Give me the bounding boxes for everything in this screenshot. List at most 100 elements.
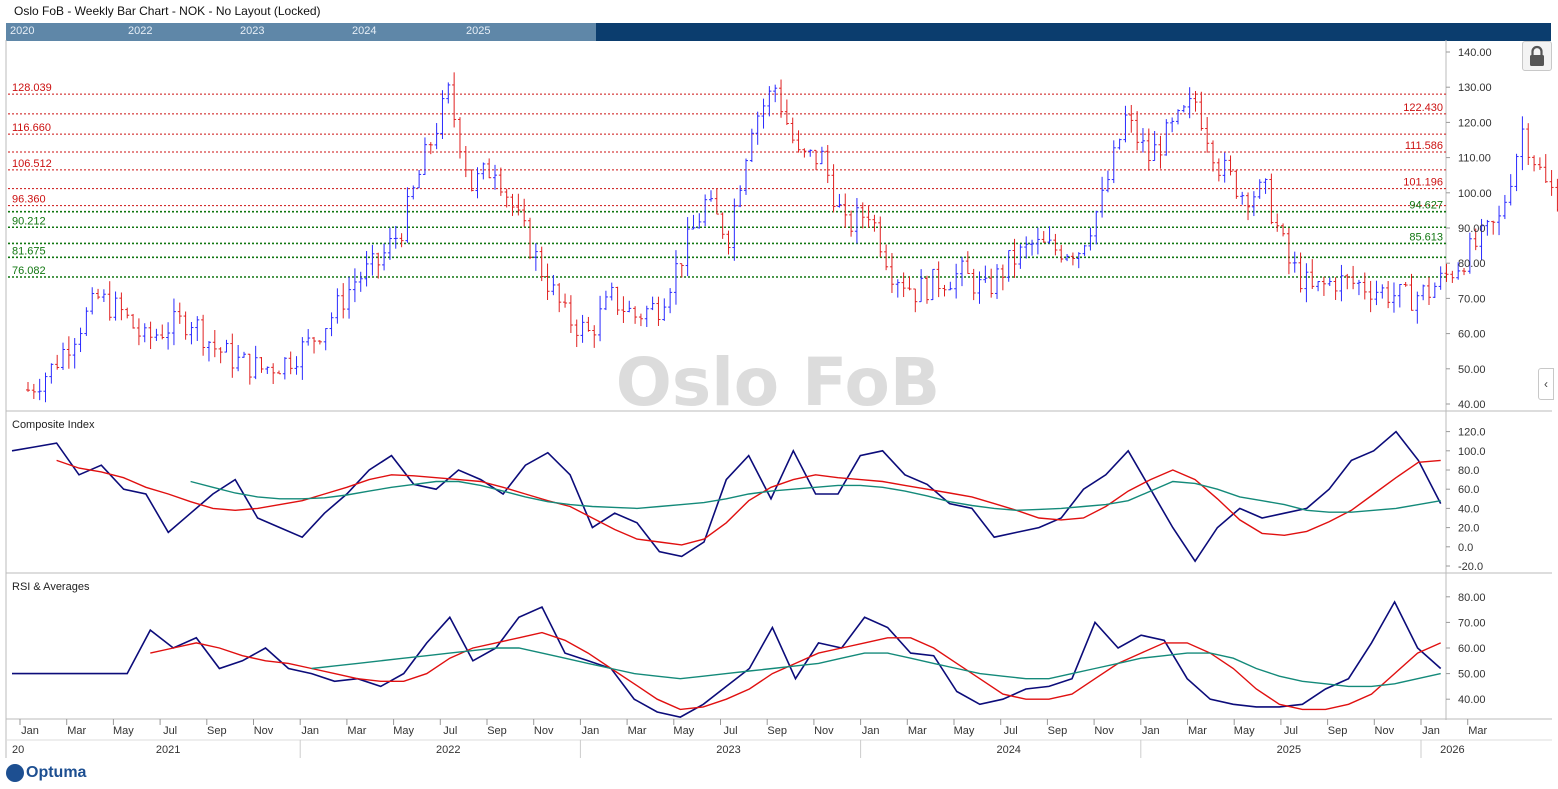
- x-year-label: 2025: [1277, 744, 1301, 756]
- y-tick-label: 50.00: [1458, 364, 1486, 376]
- navigator-selection[interactable]: [6, 23, 596, 41]
- x-month-label: Mar: [1468, 725, 1487, 737]
- level-label: 85.613: [1409, 231, 1443, 243]
- panel-title: Composite Index: [12, 419, 95, 431]
- y-tick-label: 120.0: [1458, 427, 1486, 439]
- x-year-label: 2021: [156, 744, 180, 756]
- x-year-label: 2023: [716, 744, 740, 756]
- x-year-label: 2022: [436, 744, 460, 756]
- y-tick-label: 60.0: [1458, 484, 1479, 496]
- x-month-label: Jul: [1004, 725, 1018, 737]
- x-month-label: Jul: [163, 725, 177, 737]
- optuma-logo-text: Optuma: [26, 764, 87, 781]
- panel-frames: [5, 40, 1552, 758]
- chevron-left-icon: ‹: [1544, 377, 1548, 391]
- x-month-label: Nov: [534, 725, 554, 737]
- series-line-average-fast: [56, 459, 1441, 546]
- watermark-text: Oslo FoB: [616, 344, 940, 421]
- series-line-average-fast: [150, 631, 1441, 711]
- collapse-panel-button[interactable]: ‹: [1538, 368, 1554, 400]
- x-month-label: Jan: [1142, 725, 1160, 737]
- level-label: 111.586: [1405, 140, 1443, 152]
- y-tick-label: 110.00: [1458, 153, 1491, 165]
- y-tick-label: 70.00: [1458, 293, 1486, 305]
- x-month-label: Sep: [487, 725, 507, 737]
- x-month-label: Jan: [1422, 725, 1440, 737]
- x-year-label: 2026: [1440, 744, 1464, 756]
- x-month-label: Mar: [347, 725, 366, 737]
- x-month-label: Mar: [628, 725, 647, 737]
- y-tick-label: 40.0: [1458, 503, 1479, 515]
- x-month-label: Mar: [67, 725, 86, 737]
- x-month-label: Jan: [862, 725, 880, 737]
- lock-icon: [1530, 45, 1544, 66]
- x-month-label: May: [954, 725, 975, 737]
- y-tick-label: 90.00: [1458, 223, 1486, 235]
- navigator-year-label: 2025: [466, 25, 491, 37]
- x-month-label: Jan: [582, 725, 600, 737]
- axes: 140.00130.00120.00110.00100.0090.0080.00…: [6, 47, 1552, 758]
- date-navigator[interactable]: 2020 2022 2023 2024 2025: [6, 23, 1551, 41]
- y-tick-label: 0.0: [1458, 542, 1473, 554]
- x-month-label: Sep: [767, 725, 787, 737]
- watermark: Oslo FoB: [616, 344, 940, 421]
- lock-button[interactable]: [1522, 41, 1552, 71]
- level-label: 96.360: [12, 194, 46, 206]
- navigator-year-label: 2024: [352, 25, 377, 37]
- y-tick-label: 50.00: [1458, 669, 1486, 681]
- level-label: 90.212: [12, 215, 46, 227]
- y-tick-label: 60.00: [1458, 643, 1486, 655]
- navigator-year-label: 2023: [240, 25, 265, 37]
- y-tick-label: 130.00: [1458, 82, 1492, 94]
- x-month-label: Nov: [254, 725, 274, 737]
- level-label: 94.627: [1409, 200, 1443, 212]
- level-label: 76.082: [12, 265, 46, 277]
- price-bars: [26, 72, 1558, 403]
- series-line-value: [11, 430, 1442, 563]
- y-tick-label: 40.00: [1458, 694, 1486, 706]
- x-month-label: Jul: [1284, 725, 1298, 737]
- x-month-label: Nov: [1375, 725, 1395, 737]
- y-tick-label: 70.00: [1458, 617, 1486, 629]
- chart-canvas[interactable]: Oslo FoB 128.039 122.430 116.660 111.586 106…: [0, 0, 1558, 760]
- y-tick-label: -20.0: [1458, 561, 1483, 573]
- level-label: 116.660: [12, 122, 51, 134]
- y-tick-label: 20.0: [1458, 523, 1479, 535]
- y-tick-label: 40.00: [1458, 399, 1486, 411]
- x-year-label: 2024: [996, 744, 1020, 756]
- x-month-label: May: [673, 725, 694, 737]
- x-year-label: 20: [12, 744, 24, 756]
- x-month-label: May: [1234, 725, 1255, 737]
- x-month-label: Mar: [908, 725, 927, 737]
- x-month-label: Mar: [1188, 725, 1207, 737]
- x-month-label: Jul: [443, 725, 457, 737]
- y-tick-label: 120.00: [1458, 117, 1492, 129]
- x-month-label: Sep: [207, 725, 227, 737]
- level-label: 128.039: [12, 82, 52, 94]
- y-tick-label: 80.0: [1458, 465, 1479, 477]
- series-line-average-slow: [190, 480, 1441, 513]
- x-month-label: Jan: [21, 725, 39, 737]
- x-month-label: Jan: [301, 725, 319, 737]
- navigator-year-label: 2020: [10, 25, 35, 37]
- x-month-label: May: [393, 725, 414, 737]
- x-month-label: Nov: [1094, 725, 1114, 737]
- level-label: 122.430: [1403, 102, 1443, 114]
- series-line-value: [12, 600, 1442, 718]
- x-month-label: May: [113, 725, 134, 737]
- level-label: 106.512: [12, 158, 52, 170]
- indicator-lines: [11, 430, 1442, 718]
- x-month-label: Sep: [1328, 725, 1348, 737]
- x-month-label: Jul: [723, 725, 737, 737]
- level-label: 101.196: [1403, 177, 1443, 189]
- footer: Optuma: [0, 759, 1558, 789]
- panel-title: RSI & Averages: [12, 581, 90, 593]
- y-tick-label: 60.00: [1458, 329, 1486, 341]
- y-tick-label: 100.00: [1458, 188, 1492, 200]
- window-title: Oslo FoB - Weekly Bar Chart - NOK - No L…: [14, 4, 321, 18]
- support-resistance-levels: 128.039 122.430 116.660 111.586 106.512 101.1…: [8, 82, 1446, 278]
- level-label: 81.675: [12, 245, 46, 257]
- y-tick-label: 100.0: [1458, 446, 1486, 458]
- y-tick-label: 80.00: [1458, 258, 1486, 270]
- navigator-year-label: 2022: [128, 25, 153, 37]
